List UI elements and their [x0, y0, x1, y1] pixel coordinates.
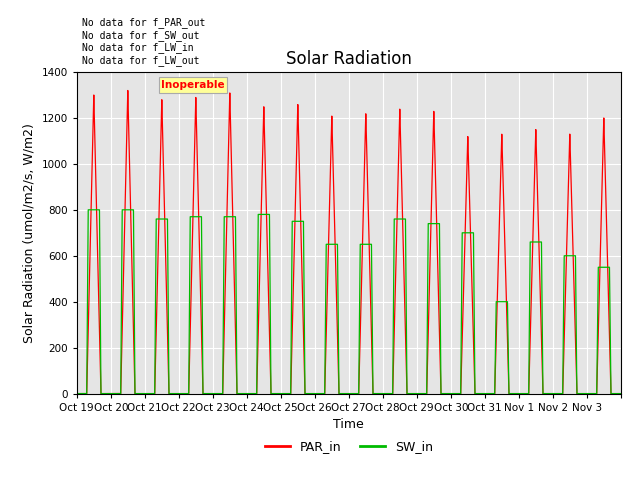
Line: SW_in: SW_in	[77, 210, 621, 394]
PAR_in	[494, 283, 502, 288]
SW_in	[617, 391, 625, 396]
PAR_in	[570, 298, 578, 304]
Line: PAR_in: PAR_in	[77, 90, 621, 394]
SW_in	[570, 253, 578, 259]
Y-axis label: Solar Radiation (umol/m2/s, W/m2): Solar Radiation (umol/m2/s, W/m2)	[23, 123, 36, 343]
X-axis label: Time: Time	[333, 418, 364, 431]
PAR_in	[122, 192, 129, 198]
PAR_in	[124, 87, 132, 93]
SW_in	[260, 212, 268, 217]
Title: Solar Radiation: Solar Radiation	[286, 49, 412, 68]
SW_in	[73, 391, 81, 396]
SW_in	[122, 207, 129, 213]
PAR_in	[617, 391, 625, 396]
Text: Inoperable: Inoperable	[161, 80, 225, 90]
PAR_in	[534, 185, 541, 191]
PAR_in	[260, 119, 268, 125]
SW_in	[223, 214, 230, 220]
SW_in	[534, 239, 541, 245]
SW_in	[494, 299, 502, 305]
PAR_in	[73, 391, 81, 396]
PAR_in	[223, 217, 230, 223]
SW_in	[84, 207, 92, 213]
Text: No data for f_PAR_out
No data for f_SW_out
No data for f_LW_in
No data for f_LW_: No data for f_PAR_out No data for f_SW_o…	[82, 17, 205, 66]
Legend: PAR_in, SW_in: PAR_in, SW_in	[260, 435, 438, 458]
